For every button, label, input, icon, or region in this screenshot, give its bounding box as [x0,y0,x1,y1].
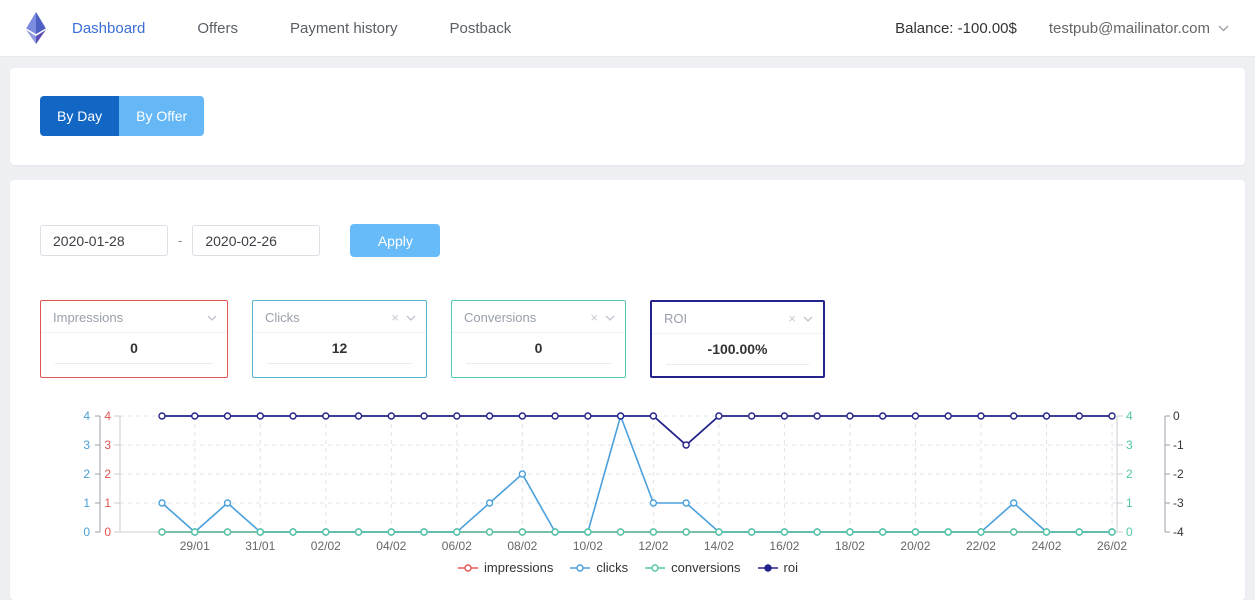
svg-text:-3: -3 [1173,496,1184,510]
legend-marker-icon [645,563,666,572]
svg-text:04/02: 04/02 [376,539,406,553]
legend-label: clicks [596,560,629,575]
svg-text:12/02: 12/02 [638,539,668,553]
metric-box-clicks: Clicks × 12 [252,300,427,378]
chevron-down-icon[interactable] [605,315,615,321]
impressions-select[interactable]: Impressions × [41,301,227,333]
nav-item-postback[interactable]: Postback [449,19,512,37]
svg-text:3: 3 [1126,438,1133,452]
clicks-value: 12 [267,340,412,364]
top-navigation-bar: Dashboard Offers Payment history Postbac… [0,0,1255,57]
svg-text:22/02: 22/02 [966,539,996,553]
nav-item-dashboard[interactable]: Dashboard [72,19,146,37]
legend-item-impressions[interactable]: impressions [457,560,553,575]
legend-marker-icon [570,563,591,572]
svg-text:2: 2 [104,467,111,481]
date-range-separator: - [178,233,183,248]
clear-icon[interactable]: × [788,311,796,326]
legend-label: impressions [484,560,554,575]
roi-select[interactable]: ROI × [652,302,823,334]
svg-text:16/02: 16/02 [769,539,799,553]
legend-label: roi [783,560,798,575]
metrics-row: Impressions × 0 Clicks × 12 Conversions [40,300,1245,378]
legend-label: conversions [671,560,741,575]
metric-label: ROI [664,311,688,326]
conversions-value: 0 [466,340,611,364]
clear-icon[interactable]: × [391,310,399,325]
svg-text:10/02: 10/02 [573,539,603,553]
tab-by-day[interactable]: By Day [40,96,120,136]
svg-text:20/02: 20/02 [900,539,930,553]
metric-box-conversions: Conversions × 0 [451,300,626,378]
svg-text:29/01: 29/01 [180,539,210,553]
chevron-down-icon[interactable] [406,315,416,321]
chart-area: 4 3 2 1 0 4 3 2 1 0 4 3 2 1 0 0 -1 -2 -3 -4 29/01 31/01 02/02 0… [10,404,1245,575]
chart-legend: impressions clicks conversions roi [10,560,1245,575]
account-email: testpub@mailinator.com [1048,19,1210,37]
svg-text:1: 1 [1126,496,1133,510]
svg-text:0: 0 [104,525,111,539]
metric-label: Impressions [53,310,124,325]
svg-text:4: 4 [1126,409,1133,423]
legend-marker-icon [757,563,778,572]
metric-box-roi: ROI × -100.00% [650,300,825,378]
svg-text:0: 0 [1126,525,1133,539]
metric-label: Clicks [265,310,300,325]
chevron-down-icon[interactable] [803,316,813,322]
legend-item-roi[interactable]: roi [757,560,798,575]
svg-text:2: 2 [83,467,90,481]
svg-text:24/02: 24/02 [1031,539,1061,553]
svg-text:31/01: 31/01 [245,539,275,553]
svg-text:4: 4 [83,409,90,423]
svg-text:2: 2 [1126,467,1133,481]
date-to-input[interactable]: 2020-02-26 [192,225,321,256]
impressions-value: 0 [55,340,213,364]
svg-text:14/02: 14/02 [704,539,734,553]
roi-value: -100.00% [666,341,809,365]
chevron-down-icon [1218,25,1229,31]
metric-label: Conversions [464,310,537,325]
balance-label: Balance: -100.00$ [895,19,1017,37]
legend-item-conversions[interactable]: conversions [644,560,741,575]
nav-item-offers[interactable]: Offers [197,19,238,37]
topbar-right: Balance: -100.00$ testpub@mailinator.com [895,20,1229,37]
svg-text:1: 1 [83,496,90,510]
date-from-input[interactable]: 2020-01-28 [40,225,168,256]
svg-text:4: 4 [104,409,111,423]
svg-text:-4: -4 [1173,525,1184,539]
svg-text:0: 0 [83,525,90,539]
clear-icon[interactable]: × [590,310,598,325]
svg-text:-2: -2 [1173,467,1184,481]
svg-text:18/02: 18/02 [835,539,865,553]
legend-item-clicks[interactable]: clicks [569,560,628,575]
svg-text:02/02: 02/02 [311,539,341,553]
svg-text:26/02: 26/02 [1097,539,1127,553]
metric-box-impressions: Impressions × 0 [40,300,228,378]
svg-text:1: 1 [104,496,111,510]
date-filter-row: 2020-01-28 - 2020-02-26 Apply [40,224,1245,257]
conversions-select[interactable]: Conversions × [452,301,625,333]
main-nav: Dashboard Offers Payment history Postbac… [72,20,511,37]
svg-text:-1: -1 [1173,438,1184,452]
nav-item-payment-history[interactable]: Payment history [289,19,398,37]
svg-text:06/02: 06/02 [442,539,472,553]
ethereum-logo[interactable] [26,12,46,44]
view-tabs: By Day By Offer [40,96,1245,136]
clicks-select[interactable]: Clicks × [253,301,426,333]
svg-text:08/02: 08/02 [507,539,537,553]
account-dropdown[interactable]: testpub@mailinator.com [1049,20,1229,37]
tab-by-offer[interactable]: By Offer [119,96,205,136]
view-tabs-card: By Day By Offer [10,68,1245,165]
legend-marker-icon [458,563,479,572]
chevron-down-icon[interactable] [207,315,217,321]
svg-text:0: 0 [1173,409,1180,423]
svg-text:3: 3 [104,438,111,452]
apply-button[interactable]: Apply [350,224,441,257]
ethereum-logo-icon [26,12,46,44]
dashboard-card: 2020-01-28 - 2020-02-26 Apply Impression… [10,180,1245,600]
svg-text:3: 3 [83,438,90,452]
